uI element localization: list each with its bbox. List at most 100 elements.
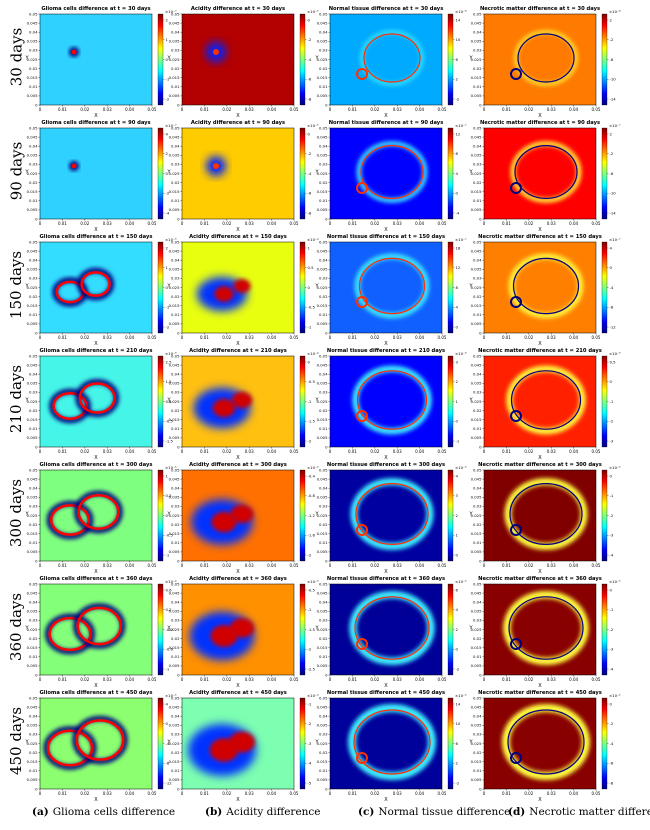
x-tick-label: 0.02 bbox=[370, 107, 379, 112]
x-tick-label: 0.02 bbox=[222, 221, 231, 226]
colorbar-tick-label: -4 bbox=[308, 761, 312, 766]
y-tick-label: 0.02 bbox=[319, 522, 328, 527]
x-tick-label: 0.02 bbox=[80, 563, 89, 568]
heatmap-panel: Glioma cells difference at t = 210 days0… bbox=[24, 348, 177, 461]
x-tick-label: 0.03 bbox=[547, 677, 556, 682]
y-tick-label: 0.04 bbox=[319, 372, 328, 377]
x-tick-label: 0.02 bbox=[370, 221, 379, 226]
y-tick-label: 0.045 bbox=[169, 20, 180, 25]
x-axis-label: X bbox=[384, 455, 388, 461]
x-tick-label: 0.05 bbox=[438, 221, 447, 226]
x-tick-label: 0.03 bbox=[547, 107, 556, 112]
y-tick-label: 0.05 bbox=[171, 239, 180, 244]
y-tick-label: 0.03 bbox=[319, 48, 328, 53]
colorbar-tick-label: 1 bbox=[166, 37, 169, 42]
y-tick-label: 0.025 bbox=[317, 513, 328, 518]
colorbar-tick-label: 0.5 bbox=[610, 359, 617, 364]
y-tick-label: 0.035 bbox=[27, 267, 38, 272]
y-tick-label: 0.045 bbox=[471, 20, 482, 25]
y-tick-label: 0.05 bbox=[319, 467, 328, 472]
colorbar-exponent: ×10⁻⁷ bbox=[455, 237, 467, 242]
colorbar-tick-label: 4 bbox=[456, 473, 459, 478]
x-tick-label: 0.04 bbox=[415, 449, 424, 454]
y-tick-label: 0.05 bbox=[171, 581, 180, 586]
x-tick-label: 0.02 bbox=[370, 677, 379, 682]
y-tick-label: 0.025 bbox=[27, 171, 38, 176]
colorbar-tick-label: 1 bbox=[308, 245, 311, 250]
y-tick-label: 0.035 bbox=[317, 495, 328, 500]
x-tick-label: 0 bbox=[329, 107, 332, 112]
colorbar-tick-label: -2 bbox=[456, 780, 460, 785]
colorbar-tick-label: 0 bbox=[456, 191, 459, 196]
y-tick-label: 0.04 bbox=[319, 714, 328, 719]
colorbar-exponent: ×10⁻⁷ bbox=[165, 9, 177, 14]
y-tick-label: 0.015 bbox=[317, 303, 328, 308]
y-tick-label: 0.025 bbox=[169, 627, 180, 632]
x-tick-label: 0.04 bbox=[569, 791, 578, 796]
y-tick-label: 0.01 bbox=[171, 540, 180, 545]
y-tick-label: 0.035 bbox=[317, 723, 328, 728]
y-axis-label: Y bbox=[314, 626, 319, 632]
x-tick-label: 0.01 bbox=[348, 449, 357, 454]
y-tick-label: 0.005 bbox=[317, 663, 328, 668]
y-tick-label: 0.02 bbox=[171, 294, 180, 299]
y-tick-label: 0.005 bbox=[169, 663, 180, 668]
x-tick-label: 0.05 bbox=[290, 791, 299, 796]
x-tick-label: 0.03 bbox=[393, 791, 402, 796]
colorbar-tick-label: 0.5 bbox=[166, 493, 173, 498]
y-tick-label: 0.045 bbox=[27, 134, 38, 139]
heatmap-panel: Necrotic matter difference at t = 450 da… bbox=[468, 690, 621, 803]
y-axis-label: Y bbox=[314, 284, 319, 290]
y-tick-label: 0.025 bbox=[317, 57, 328, 62]
heatmap-panel: Normal tissue difference at t = 210 days… bbox=[314, 348, 467, 461]
x-tick-label: 0.04 bbox=[569, 335, 578, 340]
colorbar-exponent: ×10⁻⁵ bbox=[165, 465, 177, 470]
x-tick-label: 0.01 bbox=[502, 335, 511, 340]
y-tick-label: 0.035 bbox=[317, 39, 328, 44]
x-axis-label: X bbox=[538, 455, 542, 461]
y-axis-label: Y bbox=[468, 284, 473, 290]
y-tick-label: 0.02 bbox=[319, 408, 328, 413]
y-axis-label: Y bbox=[314, 170, 319, 176]
colorbar-tick-label: -0.4 bbox=[308, 473, 316, 478]
y-tick-label: 0.03 bbox=[171, 618, 180, 623]
colorbar-tick-label: 0 bbox=[610, 473, 613, 478]
heatmap-panel: Glioma cells difference at t = 450 days0… bbox=[24, 690, 177, 803]
x-axis-label: X bbox=[94, 341, 98, 347]
colorbar-tick-label: 0 bbox=[308, 131, 311, 136]
y-tick-label: 0.03 bbox=[171, 732, 180, 737]
y-tick-label: 0.05 bbox=[171, 353, 180, 358]
x-tick-label: 0 bbox=[181, 107, 184, 112]
y-tick-label: 0.02 bbox=[171, 750, 180, 755]
y-tick-label: 0.015 bbox=[169, 531, 180, 536]
y-tick-label: 0.025 bbox=[317, 399, 328, 404]
colorbar-tick-label: -1.2 bbox=[308, 513, 316, 518]
x-tick-label: 0.05 bbox=[290, 221, 299, 226]
y-tick-label: 0.025 bbox=[169, 399, 180, 404]
y-tick-label: 0.005 bbox=[169, 435, 180, 440]
y-tick-label: 0.035 bbox=[471, 153, 482, 158]
colorbar bbox=[157, 241, 164, 334]
heatmap-panel: Acidity difference at t = 450 days 0 0.01 0… bbox=[166, 690, 319, 803]
x-tick-label: 0.01 bbox=[502, 107, 511, 112]
y-tick-label: 0.035 bbox=[27, 39, 38, 44]
colorbar-tick-label: -6 bbox=[308, 77, 312, 82]
x-tick-label: 0.03 bbox=[393, 221, 402, 226]
colorbar-tick-label: -2 bbox=[456, 666, 460, 671]
y-tick-label: 0.035 bbox=[169, 39, 180, 44]
y-tick-label: 0.05 bbox=[473, 125, 482, 130]
y-tick-label: 0 bbox=[35, 444, 38, 449]
y-tick-label: 0 bbox=[35, 102, 38, 107]
colorbar-tick-label: 0.6 bbox=[166, 587, 173, 592]
y-tick-label: 0.045 bbox=[27, 476, 38, 481]
colorbar-tick-label: -0.5 bbox=[308, 305, 316, 310]
y-tick-label: 0.01 bbox=[319, 198, 328, 203]
y-tick-label: 0.045 bbox=[27, 362, 38, 367]
y-tick-label: 0.015 bbox=[471, 759, 482, 764]
x-tick-label: 0.02 bbox=[370, 563, 379, 568]
heatmap-panel: Acidity difference at t = 300 days 0 0.01 0… bbox=[166, 462, 319, 575]
y-tick-label: 0.035 bbox=[169, 723, 180, 728]
colorbar-tick-label: -4 bbox=[308, 171, 312, 176]
colorbar bbox=[601, 355, 608, 448]
y-tick-label: 0.015 bbox=[27, 531, 38, 536]
